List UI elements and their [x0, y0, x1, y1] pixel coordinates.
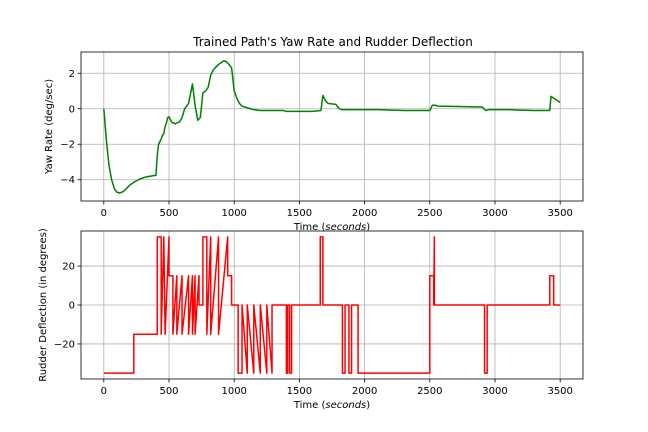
yaw-x-axis-title: Time (seconds) [293, 222, 370, 233]
rudder-x-tick-label: 500 [159, 386, 178, 397]
rudder-x-tick-label: 2500 [417, 386, 442, 397]
rudder-x-tick-label: 2000 [352, 386, 377, 397]
yaw-x-tick-label: 500 [159, 208, 178, 219]
yaw-x-tick-label: 1500 [287, 208, 312, 219]
rudder-y-tick-label: −20 [54, 339, 75, 350]
yaw-x-tick-label: 2000 [352, 208, 377, 219]
yaw-rate-axes: 0 500 1000 1500 2000 2500 3000 3500 −4 −2 0 2 Time (… [44, 51, 584, 233]
rudder-x-tick-label: 3000 [482, 386, 507, 397]
yaw-series-line [103, 60, 561, 194]
yaw-x-tick-label: 1000 [221, 208, 246, 219]
yaw-x-tick-label: 3500 [547, 208, 572, 219]
rudder-x-tick-label: 1500 [287, 386, 312, 397]
rudder-deflection-axes: 0 500 1000 1500 2000 2500 3000 3500 −20 0 20 Time (… [38, 228, 584, 411]
rudder-y-axis-title: Rudder Deflection (in degrees) [38, 228, 49, 382]
yaw-x-tick-label: 2500 [417, 208, 442, 219]
yaw-x-tick-label: 0 [101, 208, 107, 219]
yaw-x-tick-label: 3000 [482, 208, 507, 219]
yaw-y-tick-label: −4 [60, 175, 75, 186]
chart-title: Trained Path's Yaw Rate and Rudder Defle… [192, 35, 473, 49]
yaw-axes-frame [80, 51, 584, 202]
rudder-x-tick-label: 1000 [221, 386, 246, 397]
yaw-y-tick-label: 2 [69, 69, 75, 80]
rudder-x-axis-title: Time (seconds) [293, 400, 370, 411]
rudder-x-tick-label: 0 [101, 386, 107, 397]
rudder-x-tick-label: 3500 [547, 386, 572, 397]
rudder-y-tick-label: 0 [69, 301, 75, 312]
yaw-y-tick-label: −2 [60, 140, 75, 151]
yaw-y-tick-label: 0 [69, 104, 75, 115]
yaw-y-axis-title: Yaw Rate (deg/sec) [44, 79, 55, 175]
rudder-series-line [103, 236, 561, 374]
rudder-y-tick-label: 20 [62, 262, 75, 273]
